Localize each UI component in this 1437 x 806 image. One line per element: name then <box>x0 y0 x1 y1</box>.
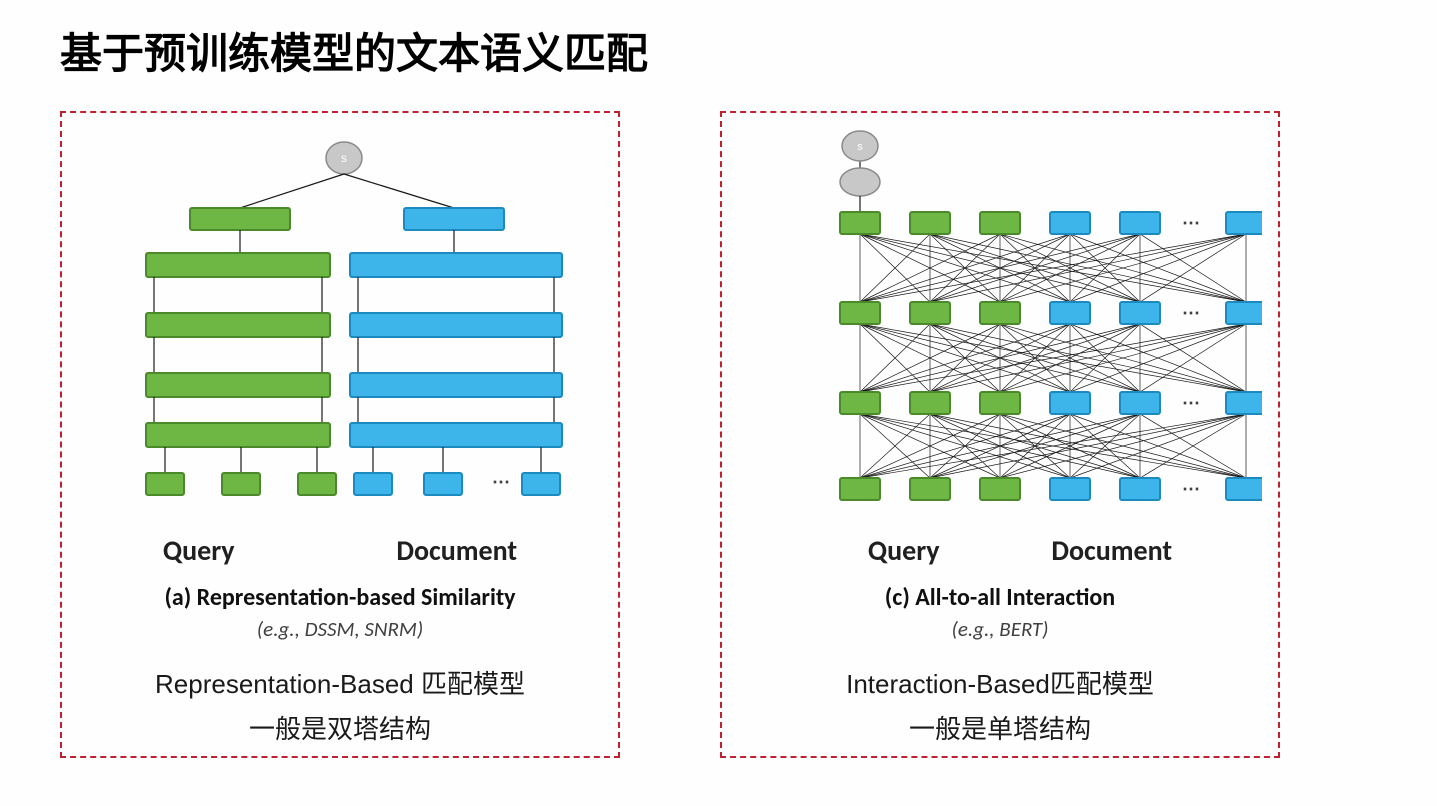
diagram-right-svg: s ⋯ ⋯ ⋯ ⋯ <box>742 128 1262 528</box>
panels-container: s⋯ Query Document (a) Representation-bas… <box>60 111 1377 758</box>
doc-label-right: Document <box>1051 533 1172 568</box>
svg-text:s: s <box>857 141 863 153</box>
svg-text:⋯: ⋯ <box>1182 479 1200 499</box>
diagram-left-svg: s⋯ <box>82 128 602 528</box>
svg-text:⋯: ⋯ <box>1182 393 1200 413</box>
query-label-right: Query <box>868 533 940 568</box>
desc2-right: 一般是单塔结构 <box>909 709 1091 746</box>
caption-eg-right: (e.g., BERT) <box>952 616 1049 642</box>
desc1-right: Interaction-Based匹配模型 <box>846 664 1154 701</box>
panel-interaction: s ⋯ ⋯ ⋯ ⋯ Query Document (c) All-to-all Inte… <box>720 111 1280 758</box>
diagram-left: s⋯ <box>82 128 598 528</box>
doc-label-left: Document <box>396 533 517 568</box>
svg-text:s: s <box>341 151 347 165</box>
desc1-left: Representation-Based 匹配模型 <box>155 664 525 701</box>
svg-text:⋯: ⋯ <box>1182 213 1200 233</box>
desc2-left: 一般是双塔结构 <box>249 709 431 746</box>
svg-text:⋯: ⋯ <box>1182 303 1200 323</box>
labels-row-right: Query Document <box>742 533 1258 568</box>
diagram-right: s ⋯ ⋯ ⋯ ⋯ <box>742 128 1258 528</box>
caption-title-right: (c) All-to-all Interaction <box>885 583 1115 612</box>
labels-row-left: Query Document <box>82 533 598 568</box>
page-title: 基于预训练模型的文本语义匹配 <box>60 20 1377 81</box>
caption-title-left: (a) Representation-based Similarity <box>164 583 515 612</box>
query-label-left: Query <box>163 533 235 568</box>
svg-text:⋯: ⋯ <box>492 472 510 492</box>
caption-eg-left: (e.g., DSSM, SNRM) <box>257 616 423 642</box>
panel-representation: s⋯ Query Document (a) Representation-bas… <box>60 111 620 758</box>
